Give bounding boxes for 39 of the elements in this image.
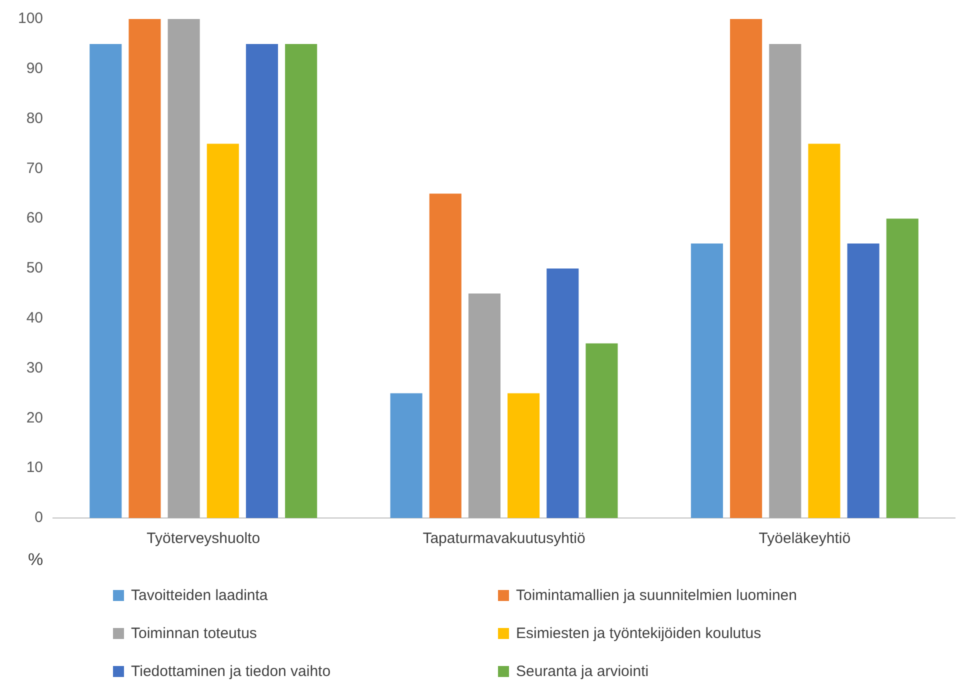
y-tick-label: 100 (18, 10, 44, 28)
bar (546, 268, 579, 518)
legend-label: Tavoitteiden laadinta (131, 586, 268, 604)
bar (690, 244, 723, 518)
bar (206, 144, 239, 518)
x-tick-label: Tapaturmavakuutusyhtiö (422, 530, 586, 548)
y-tick-label: 60 (26, 210, 44, 227)
bar (886, 218, 918, 518)
y-tick-label: 20 (26, 409, 44, 426)
y-tick-label: 70 (26, 160, 44, 177)
legend-label: Esimiesten ja työntekijöiden koulutus (516, 624, 762, 642)
bar (429, 194, 462, 518)
bar (508, 393, 540, 518)
y-tick-label: 90 (26, 60, 44, 78)
legend-label: Tiedottaminen ja tiedon vaihto (131, 662, 331, 680)
bar (468, 293, 500, 518)
bar (168, 19, 200, 518)
legend-label: Toiminnan toteutus (131, 624, 257, 642)
y-tick-label: 30 (26, 359, 44, 376)
x-tick-label: Työeläkeyhtiö (758, 530, 851, 548)
bar (730, 19, 762, 518)
bar (586, 343, 618, 518)
y-tick-label: 50 (26, 260, 44, 277)
bar (808, 144, 840, 518)
y-axis-title: % (28, 550, 44, 570)
legend-label: Toimintamallien ja suunnitelmien luominen (516, 586, 797, 604)
bar (390, 393, 422, 518)
y-tick-label: 10 (26, 459, 44, 476)
y-tick-label: 40 (26, 310, 44, 327)
y-tick-label: 0 (34, 509, 44, 526)
bar (128, 19, 161, 518)
legend-label: Seuranta ja arviointi (516, 662, 649, 680)
bar (90, 44, 122, 518)
bar (769, 44, 802, 518)
x-tick-label: Työterveyshuolto (146, 530, 260, 548)
bar (246, 44, 278, 518)
bar (285, 44, 318, 518)
y-tick-label: 80 (26, 110, 44, 127)
bar (847, 244, 880, 518)
